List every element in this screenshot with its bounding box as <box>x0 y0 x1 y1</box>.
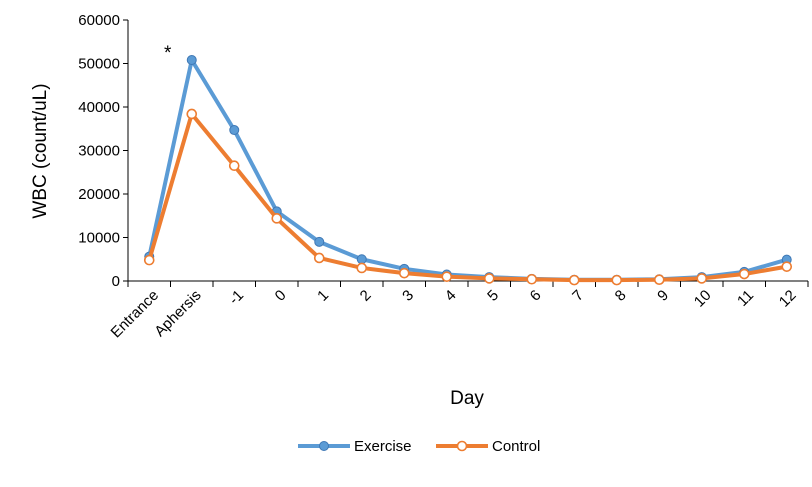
x-tick-label: 7 <box>569 287 587 305</box>
x-tick-label: -1 <box>226 287 247 308</box>
data-point <box>313 252 325 264</box>
x-tick-label: 12 <box>776 287 800 311</box>
x-tick-label: 5 <box>484 287 502 305</box>
x-axis-title: Day <box>450 388 484 409</box>
data-point <box>526 273 538 285</box>
series-line <box>147 58 788 282</box>
legend-label: Exercise <box>354 438 412 455</box>
x-tick-label: 10 <box>691 287 715 311</box>
y-axis: 0 10000 20000 30000 40000 50000 60000 <box>78 12 129 290</box>
data-point <box>356 254 367 265</box>
x-tick-label: Aphersis <box>151 287 204 340</box>
y-tick-label: 0 <box>112 273 120 290</box>
series-layer <box>143 55 793 286</box>
data-point <box>228 160 240 172</box>
series-line <box>147 111 788 283</box>
x-tick-label: Entrance <box>108 287 162 341</box>
series-control <box>143 108 793 286</box>
y-tick-label: 20000 <box>78 186 120 203</box>
x-tick-label: 4 <box>442 287 460 305</box>
data-point <box>398 267 410 279</box>
data-point <box>356 262 368 274</box>
data-point <box>738 268 750 280</box>
data-point <box>229 125 240 136</box>
y-tick-label: 10000 <box>78 230 120 247</box>
data-point <box>568 274 580 286</box>
data-point <box>441 271 453 282</box>
y-tick-label: 40000 <box>78 99 120 116</box>
y-axis-title: WBC (count/uL) <box>30 83 51 218</box>
data-point <box>186 55 197 66</box>
legend-marker <box>319 441 329 451</box>
data-point <box>653 274 665 285</box>
data-point <box>483 273 495 284</box>
x-tick-label: 2 <box>357 287 375 305</box>
x-tick-label: 1 <box>314 287 332 305</box>
data-point <box>314 236 325 247</box>
legend: Exercise Control <box>298 438 540 455</box>
data-point <box>186 108 198 120</box>
x-tick-label: 3 <box>399 287 417 305</box>
legend-label: Control <box>492 438 540 455</box>
data-point <box>143 254 155 266</box>
data-point <box>271 213 283 224</box>
y-tick-label: 30000 <box>78 143 120 160</box>
x-tick-label: 8 <box>612 287 630 305</box>
legend-marker <box>456 440 468 452</box>
series-exercise <box>144 55 792 285</box>
y-tick-label: 60000 <box>78 12 120 29</box>
significance-marker: * <box>164 43 172 64</box>
x-tick-label: 9 <box>654 287 672 305</box>
data-point <box>696 273 708 284</box>
data-point <box>781 261 793 272</box>
x-tick-label: 0 <box>272 287 290 305</box>
y-tick-label: 50000 <box>78 56 120 73</box>
x-tick-label: 6 <box>527 287 545 305</box>
annotation-layer: * <box>164 43 172 64</box>
x-tick-label: 11 <box>734 287 757 310</box>
data-point <box>611 274 623 286</box>
